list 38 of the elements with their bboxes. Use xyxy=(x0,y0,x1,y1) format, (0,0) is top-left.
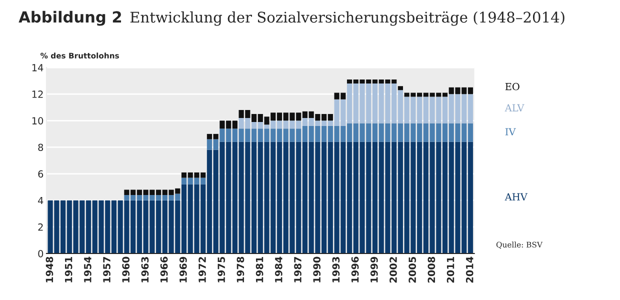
x-tick-label: 1951 xyxy=(64,256,72,282)
x-tick-label: 1957 xyxy=(103,257,110,282)
x-tick-label: 1987 xyxy=(294,257,302,282)
y-tick-label: 10 xyxy=(32,117,44,124)
x-tick-label: 1993 xyxy=(332,257,340,282)
x-tick-label: 1960 xyxy=(122,256,130,282)
x-tick-label: 1972 xyxy=(198,257,206,282)
x-tick-label: 1963 xyxy=(141,257,149,282)
x-tick-label: 2011 xyxy=(446,256,454,283)
x-tick-label: 1996 xyxy=(351,256,359,282)
x-tick-label: 2002 xyxy=(390,257,397,283)
text: AHV xyxy=(504,193,528,200)
text: IV xyxy=(505,128,516,136)
x-tick-label: 2008 xyxy=(428,256,436,283)
x-tick-label: 1999 xyxy=(370,256,378,282)
y-tick-label: 6 xyxy=(38,170,44,178)
x-tick-label: 1981 xyxy=(256,256,264,282)
x-tick-label: 1966 xyxy=(160,256,168,282)
x-tick-label: 1984 xyxy=(274,256,282,282)
y-tick-label: 4 xyxy=(38,196,44,204)
x-tick-label: 1990 xyxy=(313,256,321,282)
y-tick-label: 8 xyxy=(38,144,44,152)
x-tick-label: 2005 xyxy=(408,256,416,283)
bar xyxy=(398,86,403,90)
x-tick-label: 2014 xyxy=(466,256,474,283)
x-tick-label: 1954 xyxy=(84,256,92,282)
y-tick-label: 2 xyxy=(38,223,43,231)
x-tick-label: 1975 xyxy=(218,256,226,282)
y-tick-label: 12 xyxy=(32,90,43,98)
x-tick-label: 1969 xyxy=(179,256,187,282)
x-tick-label: 1948 xyxy=(46,256,54,282)
chart-subtitle: Entwicklung der Sozialversicherungsbeiträge (1948–2014) xyxy=(130,11,564,26)
y-tick-label: 0 xyxy=(38,250,44,258)
text: EO xyxy=(505,82,520,90)
text: ALV xyxy=(504,104,524,112)
y-tick-label: 14 xyxy=(32,64,44,72)
x-tick-label: 1978 xyxy=(236,256,244,282)
chart-title: Abbildung 2 xyxy=(18,10,122,26)
